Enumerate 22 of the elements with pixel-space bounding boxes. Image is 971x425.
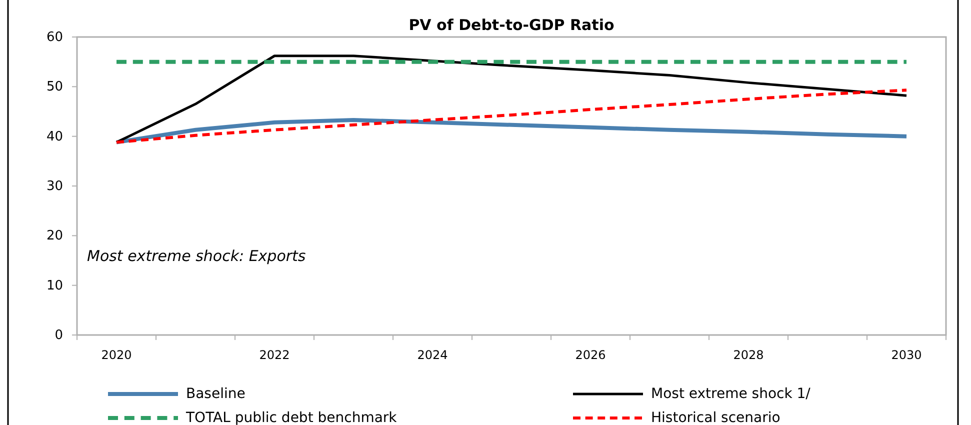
y-tick-label: 10	[46, 278, 63, 294]
line-series	[114, 118, 908, 144]
y-tick-label: 40	[46, 129, 63, 144]
y-tick-label: 50	[46, 80, 63, 95]
line-series	[115, 88, 908, 144]
legend-label: TOTAL public debt benchmark	[185, 410, 398, 425]
y-tick-label: 30	[46, 179, 63, 194]
x-tick-label: 2022	[259, 348, 290, 362]
x-tick-label: 2028	[733, 348, 764, 362]
x-tick-label: 2020	[101, 348, 132, 362]
annotation: Most extreme shock: Exports	[87, 247, 306, 265]
y-tick-label: 20	[46, 228, 63, 244]
legend-label: Most extreme shock 1/	[651, 386, 811, 402]
x-tick-label: 2024	[417, 348, 448, 362]
y-tick-label: 60	[46, 30, 63, 45]
y-tick-label: 0	[54, 328, 63, 343]
line-series	[115, 54, 908, 144]
chart-title: PV of Debt-to-GDP Ratio	[408, 16, 614, 34]
legend-label: Baseline	[186, 386, 246, 402]
legend-label: Historical scenario	[651, 410, 780, 425]
x-tick-label: 2026	[575, 348, 606, 362]
x-tick-label: 2030	[891, 348, 922, 362]
